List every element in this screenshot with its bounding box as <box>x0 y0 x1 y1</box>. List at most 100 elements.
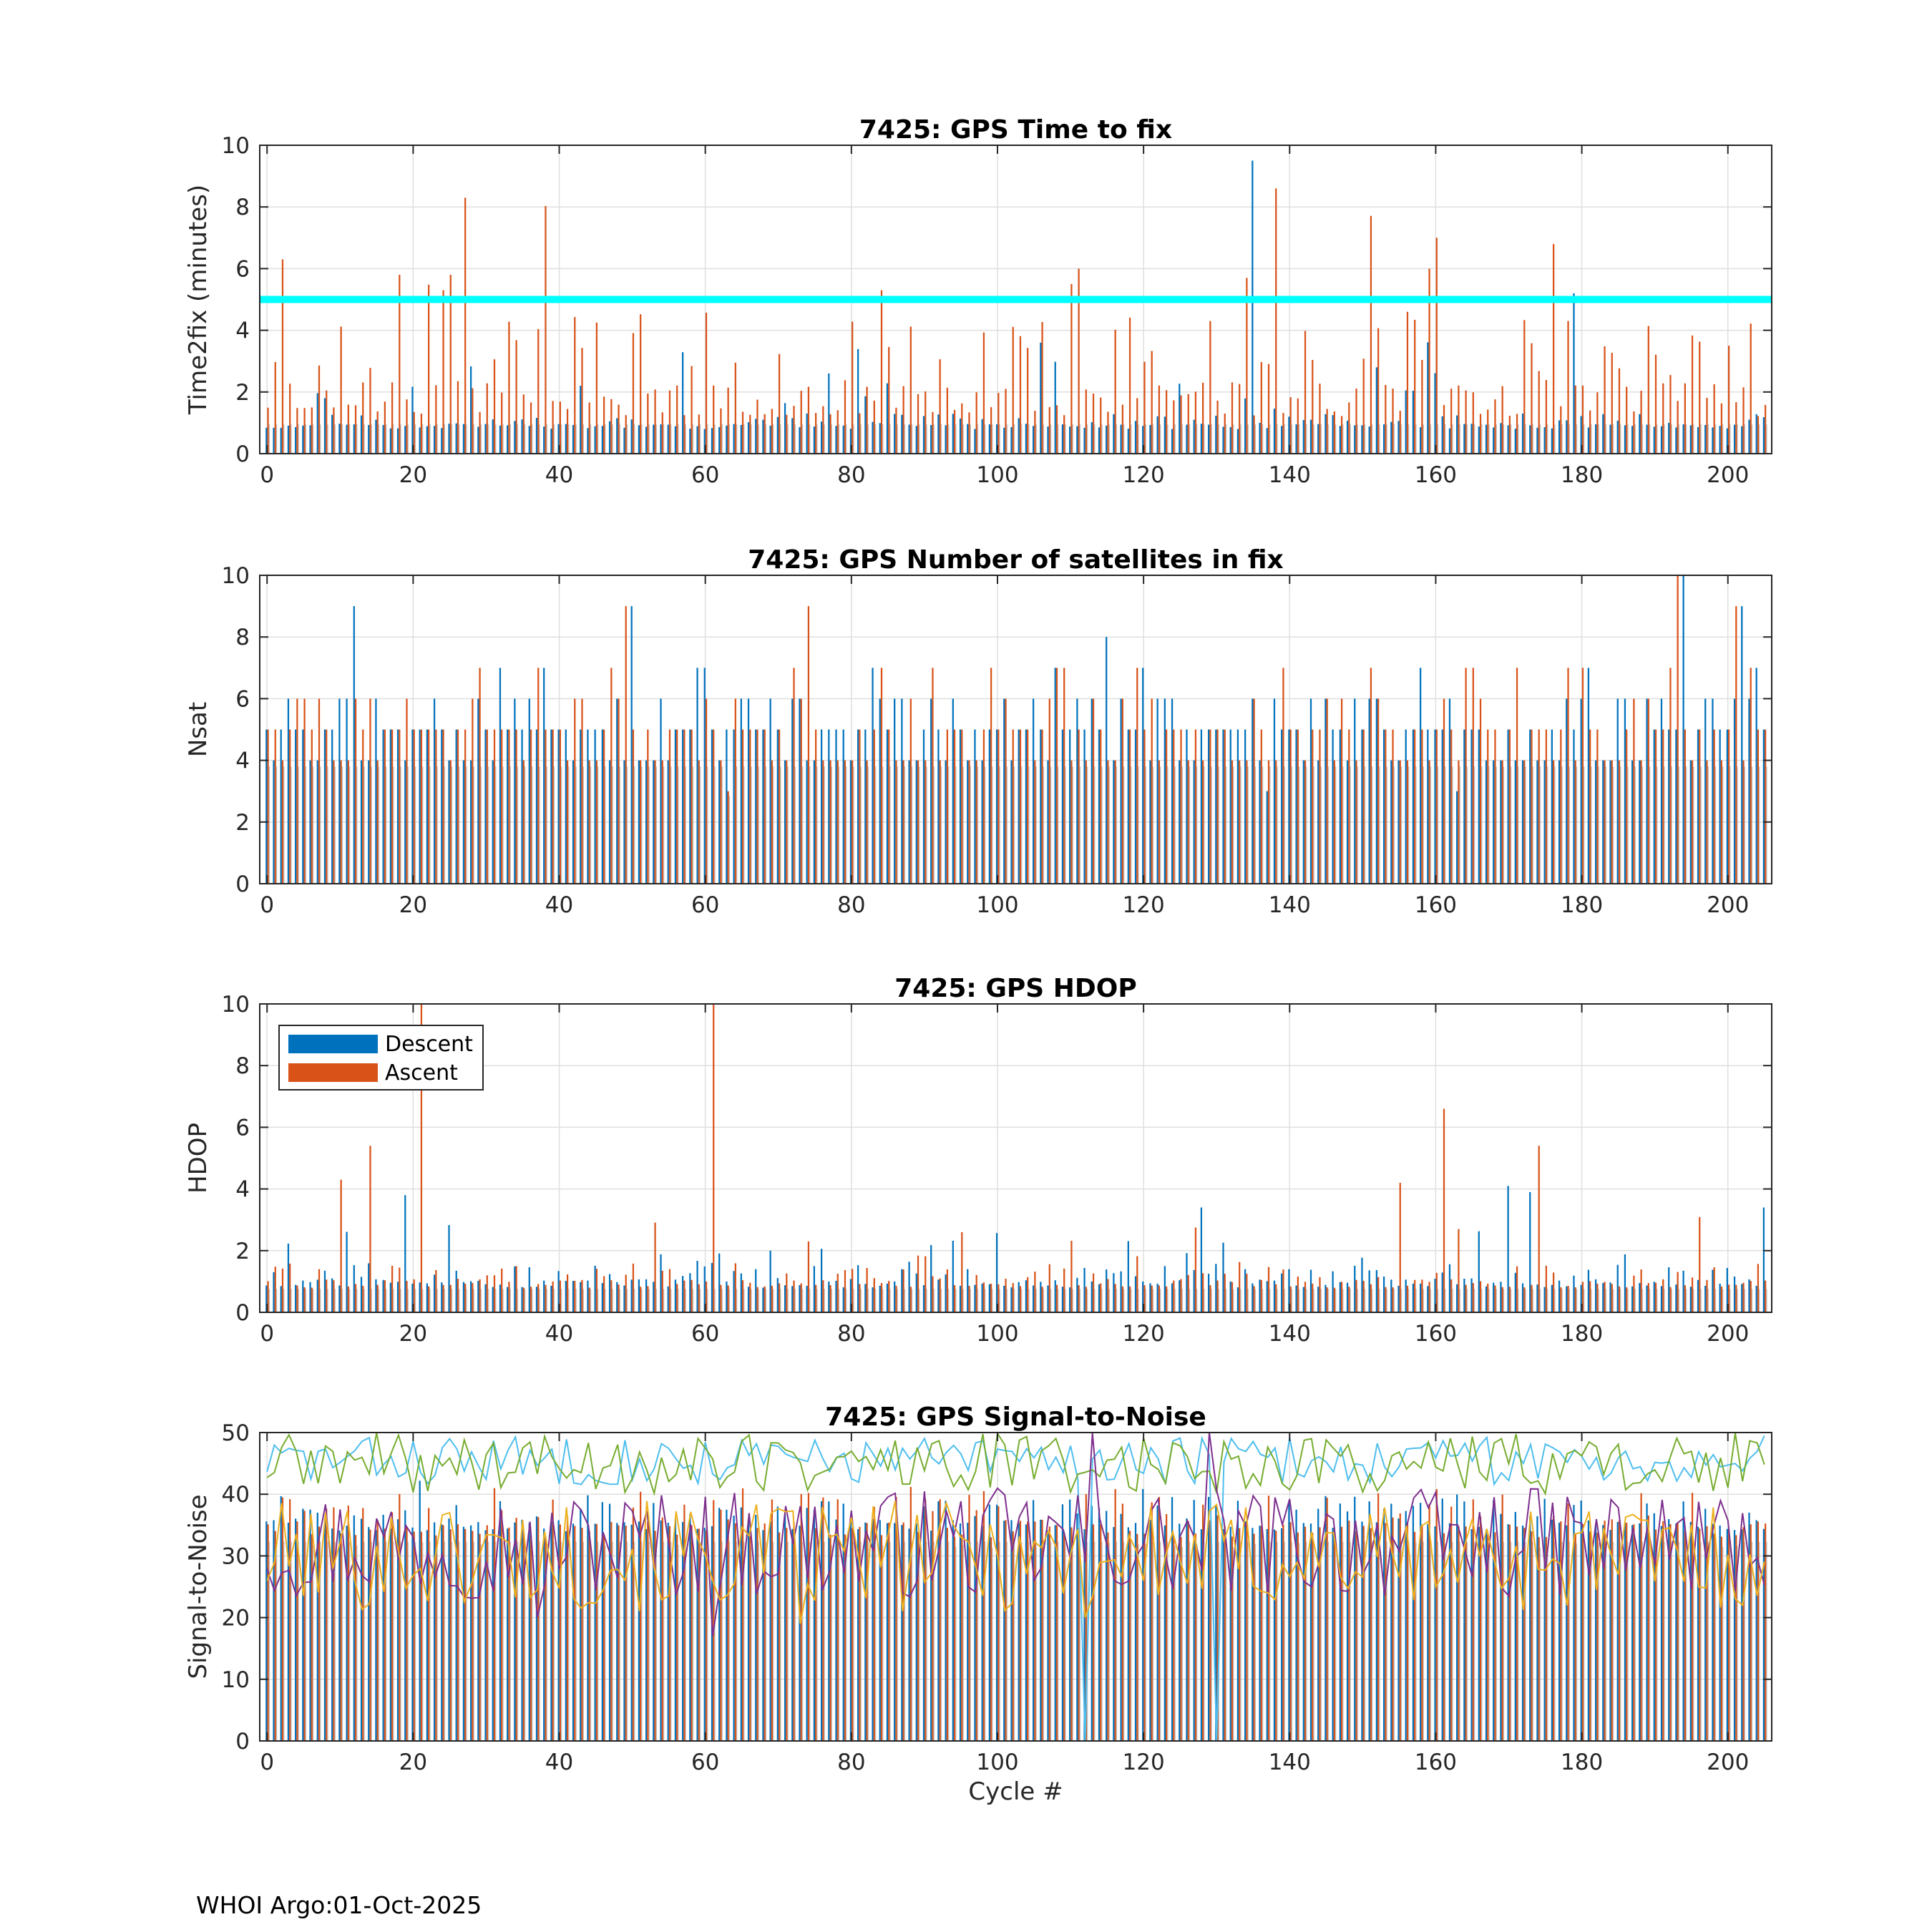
descent-bar <box>1587 1269 1590 1312</box>
shadow-bar <box>414 1542 416 1741</box>
descent-bar <box>346 698 348 884</box>
ascent-bar <box>559 1280 561 1312</box>
ascent-bar <box>909 1487 912 1741</box>
shadow-bar <box>1269 1541 1271 1741</box>
ascent-bar <box>1458 760 1460 884</box>
descent-bar <box>1566 420 1568 454</box>
descent-bar <box>295 426 297 454</box>
shadow-bar <box>356 424 358 454</box>
ascent-bar <box>1041 729 1043 884</box>
shadow-bar <box>1714 424 1717 454</box>
ascent-bar <box>756 1287 758 1312</box>
ascent-bar <box>1742 387 1745 454</box>
ascent-bar <box>1487 1283 1489 1312</box>
shadow-bar <box>553 1541 555 1741</box>
shadow-bar <box>1759 1289 1760 1312</box>
descent-bar <box>1244 1521 1246 1741</box>
shadow-bar <box>1306 1541 1307 1741</box>
x-tick-label: 100 <box>976 1321 1018 1347</box>
descent-bar <box>426 426 429 454</box>
descent-bar <box>1200 1207 1203 1312</box>
descent-bar <box>653 1282 655 1312</box>
ascent-bar <box>982 1282 985 1312</box>
shadow-bar <box>1357 1541 1358 1741</box>
ascent-bar <box>661 1517 663 1741</box>
descent-bar <box>849 1518 852 1741</box>
shadow-bar <box>575 424 577 454</box>
shadow-bar <box>1649 1289 1651 1312</box>
descent-bar <box>645 1279 648 1312</box>
shadow-bar <box>1700 766 1702 884</box>
time-to-fix-panel: 0 20 40 60 80 100 120 140 160 180 20002468107425: … <box>184 115 1772 488</box>
ascent-bar <box>997 729 1000 884</box>
nsat-bars <box>265 575 1767 884</box>
descent-bar <box>1609 1282 1611 1312</box>
descent-bar <box>1149 760 1151 884</box>
ascent-bar <box>1626 386 1628 454</box>
ascent-bar <box>1472 668 1474 884</box>
descent-bar <box>514 1522 516 1741</box>
ascent-bar <box>786 1528 788 1741</box>
shadow-bar <box>473 766 474 884</box>
ascent-bar <box>303 1287 306 1312</box>
ascent-bar <box>683 1280 686 1312</box>
ascent-bar <box>1377 1493 1380 1741</box>
ascent-bar <box>902 386 904 454</box>
ascent-bar <box>1128 1531 1131 1741</box>
descent-bar <box>389 1528 391 1741</box>
ascent-bar <box>362 1285 364 1312</box>
ascent-bar <box>1640 391 1642 454</box>
ascent-bar <box>1194 1533 1197 1741</box>
y-tick-label: 4 <box>235 318 250 344</box>
descent-bar <box>1558 1280 1561 1312</box>
descent-bar <box>280 1496 282 1741</box>
shadow-bar <box>539 1289 540 1312</box>
ascent-bar <box>815 729 817 884</box>
shadow-bar <box>1196 1289 1198 1312</box>
shadow-bar <box>356 1545 358 1741</box>
ascent-bar <box>472 1531 474 1741</box>
shadow-bar <box>422 424 424 454</box>
descent-bar <box>922 1285 925 1312</box>
shadow-bar <box>1729 424 1731 454</box>
descent-bar <box>1456 1284 1458 1312</box>
descent-bar <box>1156 698 1158 884</box>
descent-bar <box>1054 361 1056 454</box>
x-tick-label: 0 <box>260 462 274 488</box>
descent-bar <box>1302 420 1304 454</box>
shadow-bar <box>400 1541 401 1741</box>
descent-bar <box>1646 698 1648 884</box>
ascent-bar <box>391 729 394 884</box>
descent-bar <box>1332 1271 1334 1312</box>
ascent-bar <box>1158 760 1161 884</box>
shadow-bar <box>999 1289 1000 1312</box>
descent-bar <box>441 1282 443 1312</box>
descent-bar <box>368 424 370 454</box>
ascent-bar <box>1092 1524 1095 1741</box>
descent-bar <box>1514 760 1516 884</box>
ascent-bar <box>1063 1532 1065 1741</box>
shadow-bar <box>1335 766 1337 884</box>
descent-bar <box>988 1504 990 1741</box>
ascent-bar <box>1128 317 1131 454</box>
shadow-bar <box>1167 1541 1169 1741</box>
ascent-bar <box>625 606 627 884</box>
ascent-bar <box>1523 1528 1526 1741</box>
ascent-bar <box>1735 606 1737 884</box>
descent-bar <box>441 428 443 454</box>
shadow-bar <box>590 766 592 884</box>
shadow-bar <box>714 766 716 884</box>
descent-bar <box>1368 1270 1370 1312</box>
ascent-bar <box>1216 1280 1219 1312</box>
ascent-bar <box>1501 1494 1503 1741</box>
ascent-bar <box>486 383 488 454</box>
shadow-bar <box>940 1541 942 1741</box>
ascent-bar <box>1487 1534 1489 1741</box>
ascent-bar <box>384 729 386 884</box>
ascent-bar <box>428 1508 430 1741</box>
ascent-bar <box>1158 1285 1161 1312</box>
ascent-bar <box>924 391 927 454</box>
shadow-bar <box>1160 1541 1161 1741</box>
descent-bar <box>419 427 421 454</box>
ascent-bar <box>369 1146 371 1312</box>
